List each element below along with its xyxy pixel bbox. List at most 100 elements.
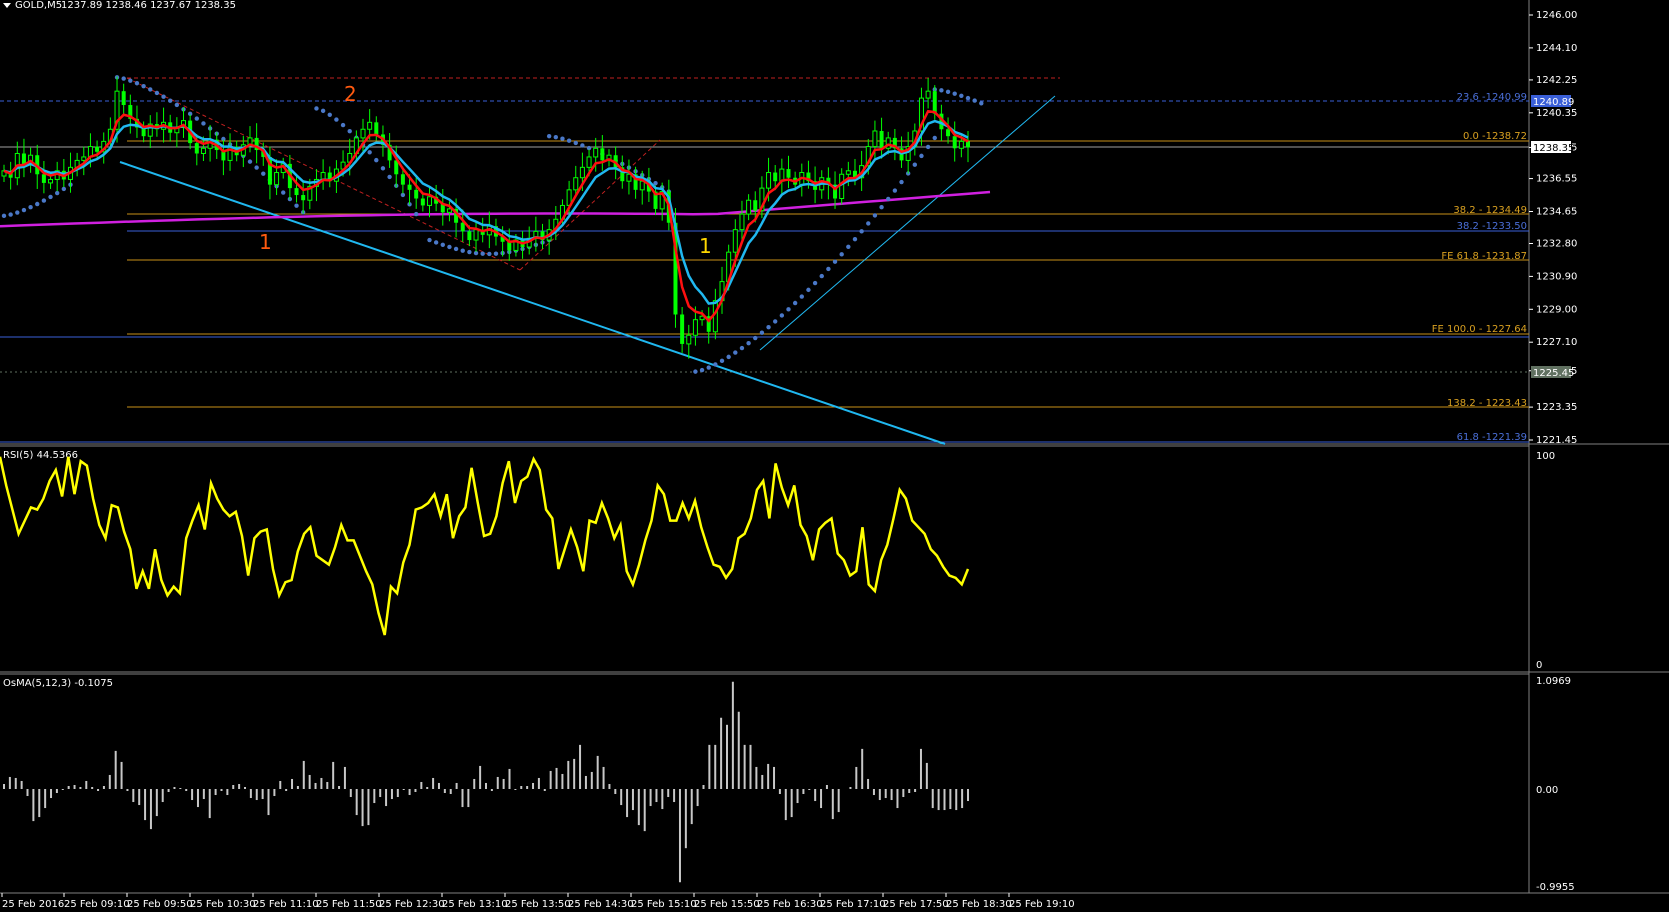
candle-body-bear [952, 136, 957, 149]
sar-dot [892, 188, 898, 193]
candle-body-bear [600, 148, 605, 161]
symbol-timeframe: GOLD,M5 [15, 0, 62, 11]
sar-dot [766, 324, 771, 330]
sar-dot [792, 300, 798, 306]
sar-dot [713, 362, 718, 367]
candle-body-bear [394, 160, 399, 175]
sar-dot [573, 140, 578, 146]
candle-body-bear [128, 105, 133, 119]
sar-dot [194, 116, 199, 121]
price-tick-label: 1223.35 [1536, 402, 1577, 413]
trendline-down [119, 161, 946, 445]
candle-body-bear [134, 118, 139, 128]
osma-scale-mid: 0.00 [1536, 785, 1558, 796]
sar-dot [400, 192, 406, 198]
sar-dot [320, 108, 326, 114]
candle-body-bull [446, 208, 452, 213]
candle-body-bear [41, 174, 46, 183]
sar-dot [806, 287, 811, 293]
wave-label-1-yellow: 1 [699, 234, 712, 258]
candle-body-bear [374, 122, 379, 135]
price-tick-label: 1227.10 [1536, 337, 1577, 348]
sar-dot [493, 251, 499, 256]
sar-dot [54, 190, 60, 196]
price-tick-label: 1234.65 [1536, 206, 1577, 217]
sar-dot [35, 201, 40, 207]
fib-highlight-label: 1240.89 [1533, 97, 1574, 108]
sar-dot [925, 144, 931, 150]
candle-body-bear [706, 316, 711, 332]
candle-body-bear [194, 143, 199, 154]
sar-dot [154, 90, 160, 96]
sar-dot [846, 244, 851, 250]
price-tick-label: 1229.00 [1536, 304, 1577, 315]
price-tick-label: 1236.55 [1536, 174, 1577, 185]
candle-body-bear [440, 203, 445, 213]
candle-body-bull [593, 147, 599, 158]
sar-dot [932, 135, 937, 141]
sar-dot [28, 204, 33, 210]
sar-dot [141, 83, 146, 89]
sar-dot [148, 87, 153, 92]
price-axis[interactable]: 1246.00 1244.10 1242.25 1240.35 1238.35 1236.… [1529, 10, 1577, 446]
candle-body-bull [746, 199, 752, 215]
trend-lines[interactable] [119, 95, 1056, 445]
candle-body-bull [918, 97, 924, 132]
sar-dot [387, 174, 392, 180]
candle-body-bull [925, 90, 931, 99]
fib-label-0-0: 0.0 -1238.72 [1463, 131, 1527, 142]
sar-dot [546, 133, 552, 139]
time-tick-label: 25 Feb 09:10 [64, 899, 130, 910]
parabolic-sar [1, 75, 984, 374]
candlesticks[interactable] [1, 76, 970, 359]
time-tick-label: 25 Feb 15:50 [694, 899, 760, 910]
candle-body-bull [872, 130, 878, 148]
time-tick-label: 25 Feb 13:50 [505, 899, 571, 910]
candle-body-bull [639, 180, 645, 191]
candle-body-bear [121, 91, 126, 106]
chart-header: GOLD,M5 1237.89 1238.46 1237.67 1238.35 [3, 0, 236, 11]
candle-body-bull [686, 334, 692, 345]
candle-body-bear [420, 198, 425, 206]
price-tick-label: 1221.45 [1536, 435, 1577, 446]
sar-dot [959, 93, 964, 98]
price-tick-label: 1232.80 [1536, 239, 1577, 250]
fibonacci-levels[interactable] [0, 77, 1529, 443]
rsi-line [0, 455, 970, 636]
sar-dot [460, 248, 465, 253]
sar-dot [61, 186, 67, 192]
candle-body-bear [141, 127, 146, 137]
candle-body-bull [200, 147, 206, 154]
candle-body-bear [21, 153, 26, 164]
time-tick-label: 25 Feb 09:50 [127, 899, 193, 910]
candle-body-bull [845, 170, 851, 175]
candle-body-bull [699, 315, 705, 321]
time-tick-label: 25 Feb 17:10 [820, 899, 886, 910]
candle-body-bull [579, 166, 585, 179]
time-tick-label: 25 Feb 19:10 [1009, 899, 1075, 910]
fib-label-23-6: 23.6 -1240.99 [1457, 92, 1527, 103]
candle-body-bear [460, 222, 465, 232]
osma-scale-bottom: -0.9955 [1536, 882, 1575, 893]
sar-dot [852, 236, 858, 242]
time-tick-label: 25 Feb 14:30 [568, 899, 634, 910]
sar-dot [473, 250, 479, 256]
chevron-down-icon[interactable] [3, 3, 11, 8]
sar-dot [952, 91, 957, 96]
sar-dot [21, 207, 27, 213]
candle-body-bear [932, 91, 937, 114]
candle-body-bull [307, 185, 313, 201]
sar-dot [912, 162, 918, 167]
sar-dot [872, 213, 878, 218]
candle-body-bull [426, 196, 432, 206]
candle-body-bear [454, 208, 459, 223]
time-tick-label: 25 Feb 10:30 [190, 899, 256, 910]
sar-dot [699, 367, 705, 373]
sar-dot [41, 198, 47, 203]
sar-dot [427, 237, 432, 243]
low-line-box [1531, 366, 1571, 378]
price-tick-label: 1244.10 [1536, 43, 1577, 54]
time-tick-label: 25 Feb 11:50 [316, 899, 382, 910]
